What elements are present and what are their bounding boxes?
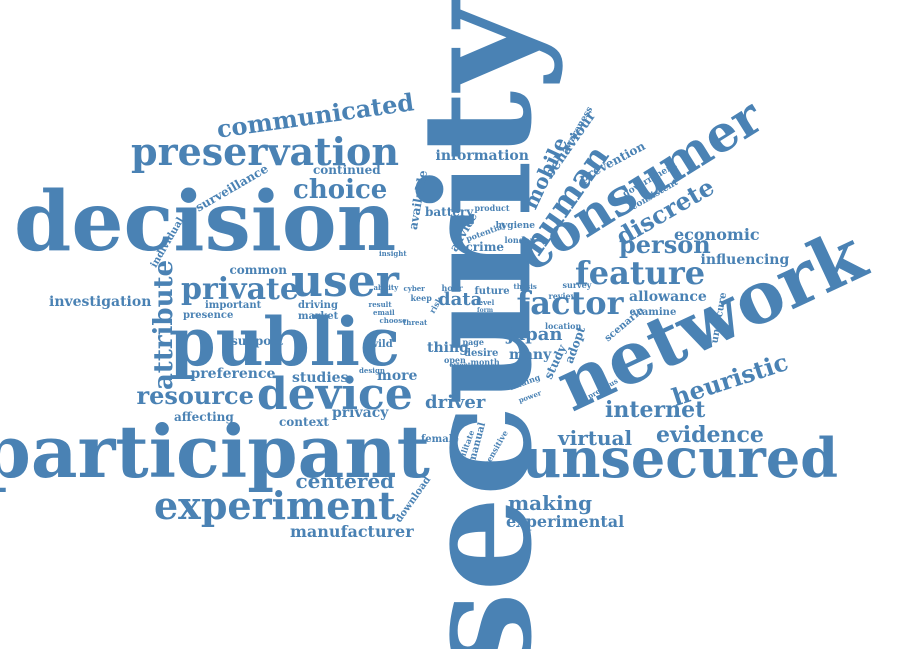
word-resource: resource [136, 381, 254, 410]
word-page: page [462, 337, 484, 347]
word-threat: threat [403, 317, 428, 327]
word-device: device [257, 369, 413, 420]
word-london: london [504, 235, 536, 245]
word-japan: japan [507, 324, 563, 345]
word-insight: insight [379, 248, 407, 258]
word-battery: battery [425, 205, 474, 219]
word-ability: ability [373, 282, 399, 292]
word-factor: factor [516, 284, 624, 322]
word-evidence: evidence [656, 422, 764, 448]
word-feature: feature [575, 254, 706, 292]
word-product: product [474, 203, 510, 213]
word-influencing: influencing [700, 252, 790, 268]
word-examine: examine [629, 307, 677, 318]
word-support: support [231, 334, 284, 348]
word-hygiene: hygiene [495, 220, 535, 231]
word-driving: driving [298, 300, 338, 311]
word-thesis: thesis [513, 281, 537, 291]
word-wild: wild [369, 339, 393, 350]
word-result: result [368, 299, 392, 309]
word-level: level [476, 297, 495, 307]
word-preference: preference [190, 366, 276, 382]
word-privacy: privacy [332, 405, 389, 421]
word-internet: internet [605, 397, 706, 423]
word-choice: choice [293, 175, 388, 205]
word-driver: driver [425, 392, 486, 413]
word-user: user [291, 256, 399, 307]
word-crime: crime [465, 240, 505, 254]
word-data: data [438, 289, 483, 310]
word-market: market [298, 311, 339, 322]
word-form: form [477, 307, 494, 314]
word-many: many [509, 347, 552, 363]
word-choose: choose [379, 315, 407, 325]
word-email: email [373, 307, 395, 317]
word-attribute: attribute [149, 259, 180, 391]
word-extent: extent [449, 362, 471, 369]
word-preservation: preservation [131, 129, 400, 174]
word-continued: continued [313, 163, 381, 177]
word-location: location [545, 321, 582, 331]
word-centered: centered [295, 469, 395, 493]
word-design: design [359, 365, 385, 375]
word-more: more [377, 368, 418, 384]
word-month: month [470, 357, 500, 367]
word-public: public [169, 303, 401, 381]
word-open: open [444, 355, 466, 365]
word-desire: desire [464, 348, 499, 359]
word-unsecured: unsecured [522, 426, 838, 490]
word-future: future [474, 286, 510, 297]
word-keep: keep [410, 293, 432, 303]
word-manufacturer: manufacturer [290, 522, 414, 541]
word-important: important [205, 300, 262, 311]
word-experiment: experiment [154, 483, 396, 528]
word-presence: presence [183, 310, 234, 321]
word-review: review [548, 291, 578, 301]
word-investigation: investigation [49, 294, 152, 310]
word-survey: survey [562, 280, 592, 290]
word-thing: thing [427, 340, 469, 356]
word-virtual: virtual [558, 426, 633, 450]
word-person: person [619, 230, 711, 259]
word-female: female [421, 434, 459, 445]
word-economic: economic [674, 225, 760, 244]
word-cyber: cyber [403, 283, 425, 293]
word-participant: participant [0, 409, 430, 494]
word-experimental: experimental [506, 512, 625, 531]
word-common: common [229, 263, 287, 277]
word-decision: decision [14, 174, 397, 270]
word-allowance: allowance [629, 289, 707, 305]
word-hour: hour [441, 283, 463, 293]
word-studies: studies [292, 370, 349, 386]
word-making: making [508, 491, 593, 515]
word-context: context [279, 415, 329, 429]
word-affecting: affecting [174, 410, 234, 424]
word-information: information [435, 148, 529, 164]
word-private: private [181, 272, 299, 307]
